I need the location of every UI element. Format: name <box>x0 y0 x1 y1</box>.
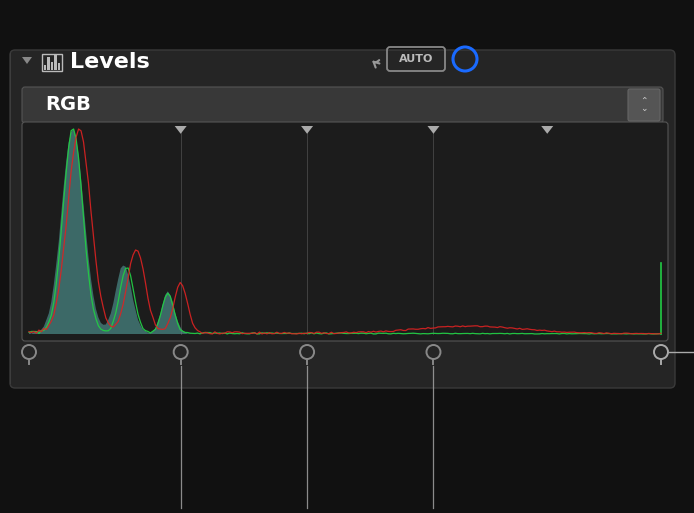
Polygon shape <box>541 126 553 134</box>
Polygon shape <box>175 126 187 134</box>
FancyBboxPatch shape <box>22 122 668 341</box>
Text: Levels: Levels <box>70 52 150 72</box>
Bar <box>44 65 46 70</box>
FancyBboxPatch shape <box>628 89 660 121</box>
Text: AUTO: AUTO <box>399 54 433 64</box>
Polygon shape <box>29 129 661 334</box>
Text: ⌃
⌄: ⌃ ⌄ <box>641 96 648 113</box>
Polygon shape <box>301 126 313 134</box>
Bar <box>55 55 57 70</box>
Bar <box>42 54 62 71</box>
Text: RGB: RGB <box>45 95 91 114</box>
Bar <box>51 62 53 70</box>
Polygon shape <box>428 126 439 134</box>
Bar <box>47 57 50 70</box>
Bar <box>58 63 60 70</box>
Polygon shape <box>22 57 32 64</box>
FancyBboxPatch shape <box>10 50 675 388</box>
FancyBboxPatch shape <box>22 87 663 123</box>
